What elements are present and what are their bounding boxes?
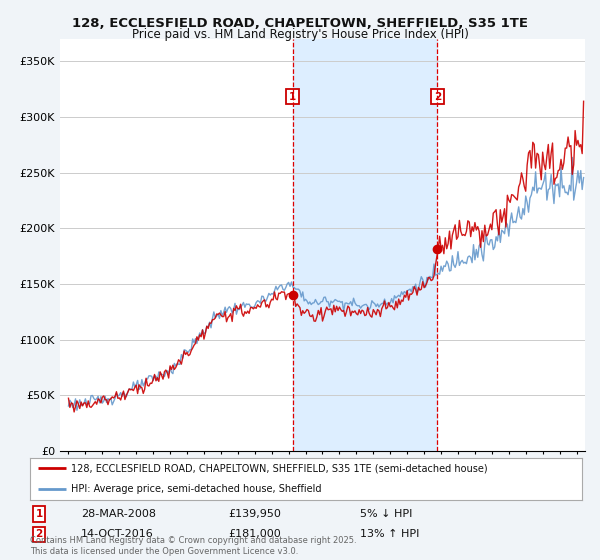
Text: 2: 2 (35, 529, 43, 539)
Text: 13% ↑ HPI: 13% ↑ HPI (360, 529, 419, 539)
Text: 128, ECCLESFIELD ROAD, CHAPELTOWN, SHEFFIELD, S35 1TE (semi-detached house): 128, ECCLESFIELD ROAD, CHAPELTOWN, SHEFF… (71, 463, 488, 473)
Text: 2: 2 (434, 92, 441, 102)
Text: Price paid vs. HM Land Registry's House Price Index (HPI): Price paid vs. HM Land Registry's House … (131, 28, 469, 41)
Text: 14-OCT-2016: 14-OCT-2016 (81, 529, 154, 539)
Text: 1: 1 (289, 92, 296, 102)
Text: 1: 1 (35, 509, 43, 519)
Text: £139,950: £139,950 (228, 509, 281, 519)
Text: 5% ↓ HPI: 5% ↓ HPI (360, 509, 412, 519)
Bar (293, 39, 437, 451)
Text: 28-MAR-2008: 28-MAR-2008 (81, 509, 156, 519)
Text: 128, ECCLESFIELD ROAD, CHAPELTOWN, SHEFFIELD, S35 1TE: 128, ECCLESFIELD ROAD, CHAPELTOWN, SHEFF… (72, 17, 528, 30)
Text: £181,000: £181,000 (228, 529, 281, 539)
Text: HPI: Average price, semi-detached house, Sheffield: HPI: Average price, semi-detached house,… (71, 484, 322, 494)
Text: Contains HM Land Registry data © Crown copyright and database right 2025.
This d: Contains HM Land Registry data © Crown c… (30, 536, 356, 556)
